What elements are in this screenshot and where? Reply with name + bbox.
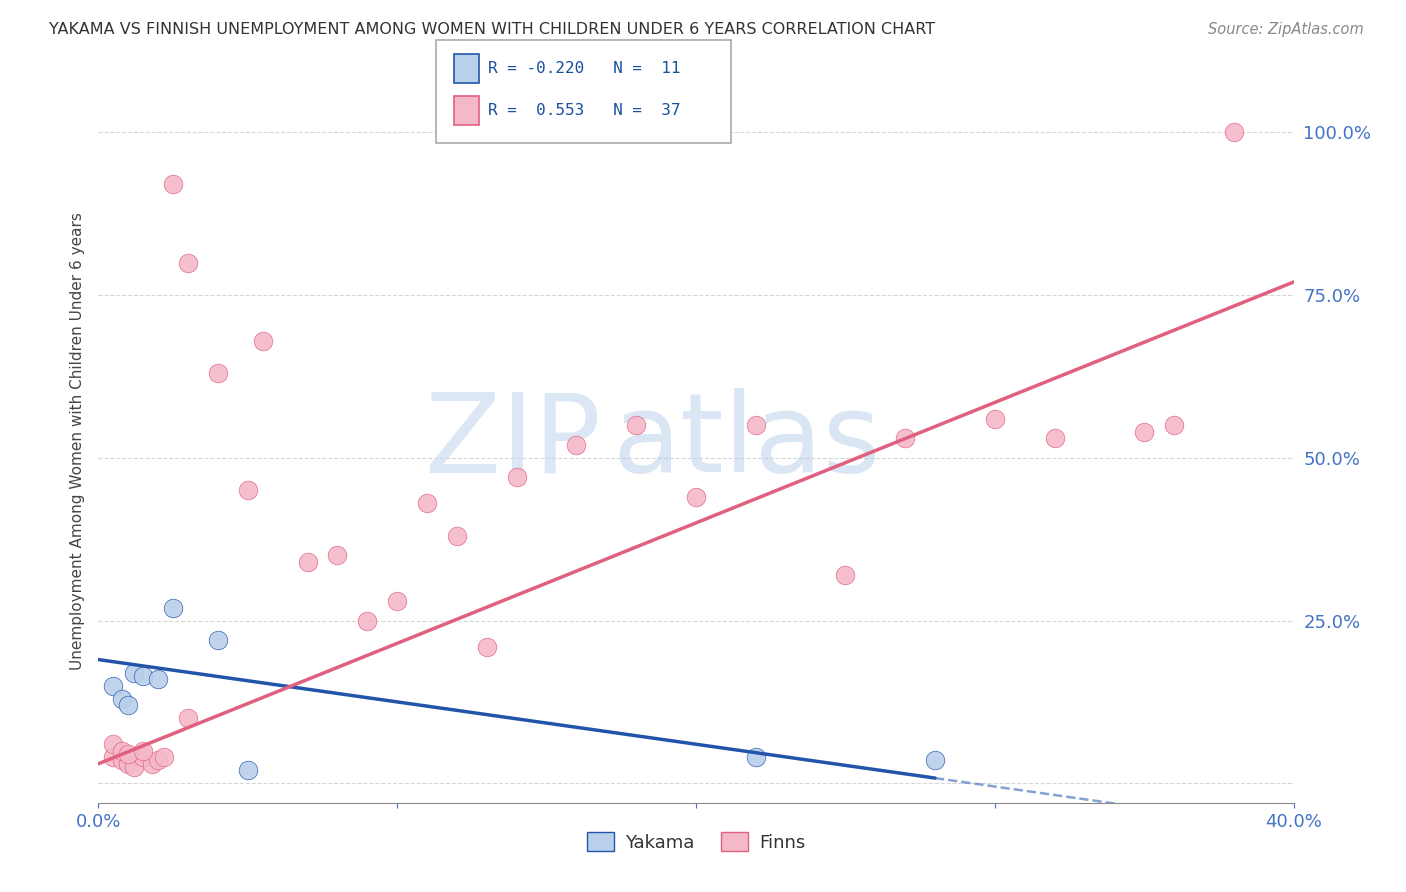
Point <box>356 614 378 628</box>
Point <box>207 366 229 380</box>
Point <box>103 750 125 764</box>
Point <box>1223 125 1246 139</box>
Point <box>252 334 274 348</box>
Text: Source: ZipAtlas.com: Source: ZipAtlas.com <box>1208 22 1364 37</box>
Point <box>153 750 176 764</box>
Point <box>475 640 498 654</box>
Point <box>1163 418 1185 433</box>
Point <box>148 672 170 686</box>
Point <box>236 483 259 498</box>
Point <box>141 756 163 771</box>
Point <box>132 669 155 683</box>
Point <box>162 178 184 192</box>
Point <box>745 418 768 433</box>
Legend: Yakama, Finns: Yakama, Finns <box>579 825 813 859</box>
Point <box>924 754 946 768</box>
Point <box>207 633 229 648</box>
Point <box>326 549 349 563</box>
Point <box>117 756 139 771</box>
Point <box>297 555 319 569</box>
Y-axis label: Unemployment Among Women with Children Under 6 years: Unemployment Among Women with Children U… <box>69 212 84 671</box>
Point <box>103 679 125 693</box>
Point <box>984 411 1007 425</box>
Text: atlas: atlas <box>613 388 880 495</box>
Point <box>132 750 155 764</box>
Point <box>745 750 768 764</box>
Point <box>626 418 648 433</box>
Point <box>685 490 707 504</box>
Point <box>177 255 200 269</box>
Point <box>236 764 259 778</box>
Point <box>565 438 588 452</box>
Point <box>117 698 139 713</box>
Text: R = -0.220   N =  11: R = -0.220 N = 11 <box>488 62 681 76</box>
Point <box>162 600 184 615</box>
Point <box>506 470 529 484</box>
Point <box>111 754 134 768</box>
Point <box>103 737 125 751</box>
Text: R =  0.553   N =  37: R = 0.553 N = 37 <box>488 103 681 118</box>
Point <box>385 594 409 608</box>
Point <box>446 529 468 543</box>
Point <box>111 691 134 706</box>
Point <box>177 711 200 725</box>
Point <box>148 754 170 768</box>
Point <box>111 744 134 758</box>
Point <box>834 568 856 582</box>
Point <box>124 760 146 774</box>
Point <box>416 496 439 510</box>
Point <box>124 665 146 680</box>
Point <box>132 744 155 758</box>
Point <box>1043 431 1066 445</box>
Text: ZIP: ZIP <box>425 388 600 495</box>
Point <box>1133 425 1156 439</box>
Point <box>894 431 917 445</box>
Text: YAKAMA VS FINNISH UNEMPLOYMENT AMONG WOMEN WITH CHILDREN UNDER 6 YEARS CORRELATI: YAKAMA VS FINNISH UNEMPLOYMENT AMONG WOM… <box>49 22 935 37</box>
Point <box>117 747 139 761</box>
